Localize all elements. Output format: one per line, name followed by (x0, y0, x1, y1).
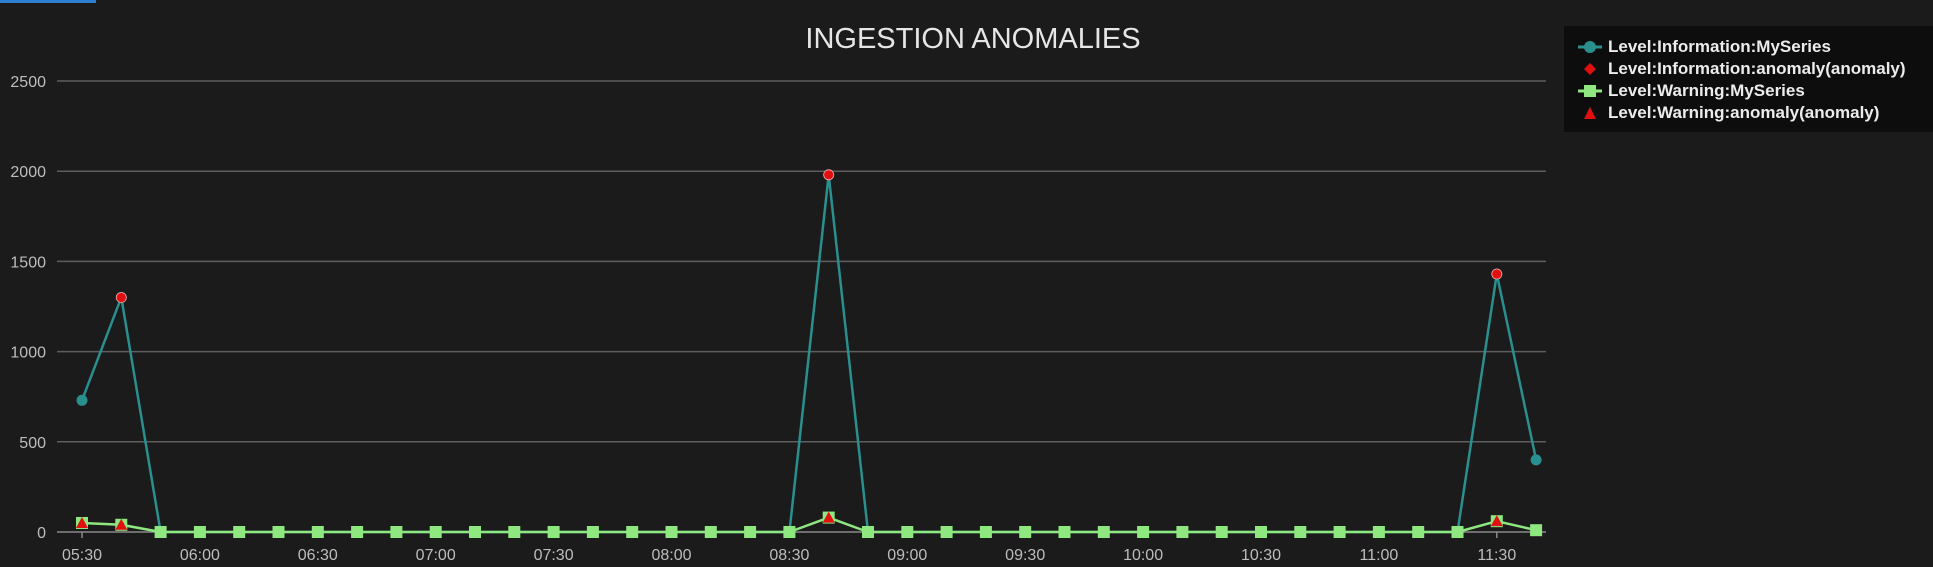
data-point (1333, 526, 1346, 538)
anomaly-point (1490, 515, 1503, 527)
data-point (390, 526, 403, 538)
data-point (626, 526, 639, 538)
data-point (1412, 526, 1425, 538)
data-point (1530, 454, 1542, 466)
data-point (1372, 526, 1385, 538)
x-tick-label: 07:30 (534, 547, 574, 564)
data-point (76, 394, 88, 406)
data-point (1019, 526, 1032, 538)
data-point (351, 526, 364, 538)
legend-diamond-icon (1584, 63, 1596, 75)
anomaly-point (115, 518, 128, 530)
data-point (744, 526, 757, 538)
data-point (1097, 526, 1110, 538)
legend-item-information-anomaly[interactable]: Level:Information:anomaly(anomaly) (1576, 58, 1906, 80)
data-point (193, 526, 206, 538)
legend-label: Level:Information:MySeries (1608, 37, 1831, 56)
legend[interactable]: Level:Information:MySeries Level:Informa… (1564, 26, 1933, 132)
x-axis: 05:30 06:00 06:30 07:00 07:30 08:00 08:30 09:00… (62, 532, 1516, 564)
data-point (783, 526, 796, 538)
data-point (979, 526, 992, 538)
data-point (547, 526, 560, 538)
x-tick-label: 08:00 (651, 547, 691, 564)
x-tick-label: 06:30 (298, 547, 338, 564)
legend-item-information-myseries[interactable]: Level:Information:MySeries (1576, 36, 1831, 58)
legend-item-warning-anomaly[interactable]: Level:Warning:anomaly(anomaly) (1576, 102, 1879, 124)
x-tick-label: 11:30 (1477, 547, 1516, 564)
legend-label: Level:Warning:MySeries (1608, 81, 1805, 100)
anomaly-point (823, 169, 835, 181)
series-line (80, 173, 1538, 534)
data-point (272, 526, 285, 538)
anomaly-point (822, 511, 835, 523)
y-tick-label: 2500 (10, 74, 46, 91)
grid (57, 80, 1546, 533)
data-point (469, 526, 481, 538)
legend-triangle-icon (1584, 107, 1596, 119)
data-point (704, 526, 717, 538)
data-point (1058, 526, 1071, 538)
data-point (940, 526, 953, 538)
x-tick-label: 09:30 (1005, 547, 1045, 564)
y-tick-label: 500 (19, 435, 46, 452)
y-axis: 0 500 1000 1500 2000 2500 (10, 74, 46, 542)
data-point (1294, 526, 1307, 538)
x-tick-label: 10:30 (1241, 547, 1281, 564)
data-point (586, 526, 599, 538)
data-point (1176, 526, 1189, 538)
legend-item-warning-myseries[interactable]: Level:Warning:MySeries (1576, 80, 1805, 102)
data-point (862, 526, 874, 538)
anomaly-point (115, 292, 127, 303)
legend-label: Level:Information:anomaly(anomaly) (1608, 59, 1906, 78)
plot-series (76, 169, 1543, 538)
chart-title: INGESTION ANOMALIES (805, 23, 1140, 55)
x-tick-label: 07:00 (416, 547, 456, 564)
x-tick-label: 08:30 (769, 547, 809, 564)
data-point (233, 526, 246, 538)
data-point (901, 526, 914, 538)
anomaly-point (1491, 268, 1503, 280)
y-tick-label: 1000 (10, 345, 46, 362)
x-tick-label: 05:30 (62, 547, 102, 564)
data-point (1215, 526, 1228, 538)
x-tick-label: 06:00 (180, 547, 220, 564)
data-point (665, 526, 678, 538)
data-point (429, 526, 442, 538)
active-tab-indicator[interactable] (0, 0, 96, 3)
data-point (1451, 526, 1464, 538)
legend-line-circle-icon (1578, 41, 1602, 53)
data-point (508, 526, 521, 538)
x-tick-label: 11:00 (1359, 547, 1398, 564)
series-line (81, 516, 1537, 534)
y-tick-label: 1500 (10, 254, 46, 271)
data-point (1530, 524, 1543, 537)
y-tick-label: 0 (37, 525, 46, 542)
legend-label: Level:Warning:anomaly(anomaly) (1608, 103, 1880, 122)
data-point (1137, 526, 1150, 538)
data-point (311, 526, 324, 538)
data-point (154, 526, 167, 538)
anomaly-point (76, 516, 88, 528)
x-tick-label: 10:00 (1123, 547, 1163, 564)
data-point (1255, 526, 1267, 538)
legend-line-square-icon (1578, 85, 1602, 97)
x-tick-label: 09:00 (887, 547, 927, 564)
y-tick-label: 2000 (10, 164, 46, 181)
